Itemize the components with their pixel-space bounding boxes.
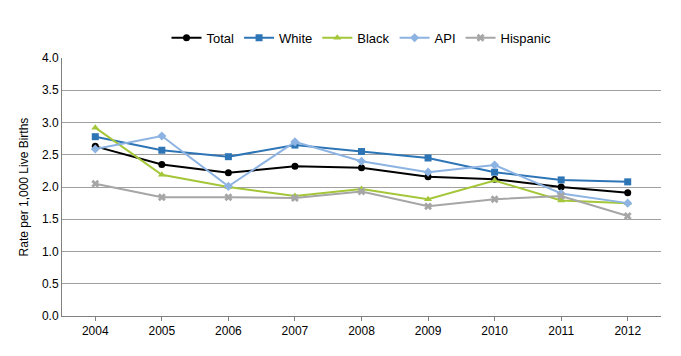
svg-text:2.0: 2.0 [42, 180, 59, 194]
svg-text:API: API [435, 31, 456, 46]
svg-text:2006: 2006 [215, 324, 242, 338]
svg-text:2008: 2008 [348, 324, 375, 338]
svg-text:2009: 2009 [415, 324, 442, 338]
svg-text:2010: 2010 [481, 324, 508, 338]
svg-text:2004: 2004 [82, 324, 109, 338]
svg-text:Rate per 1,000 Live Births: Rate per 1,000 Live Births [17, 118, 31, 257]
svg-text:2007: 2007 [282, 324, 309, 338]
svg-text:1.0: 1.0 [42, 245, 59, 259]
svg-text:2005: 2005 [148, 324, 175, 338]
svg-text:Total: Total [207, 31, 235, 46]
svg-text:Hispanic: Hispanic [501, 31, 551, 46]
svg-text:3.5: 3.5 [42, 83, 59, 97]
svg-text:Black: Black [357, 31, 389, 46]
svg-text:1.5: 1.5 [42, 212, 59, 226]
svg-text:0.0: 0.0 [42, 309, 59, 323]
svg-text:3.0: 3.0 [42, 116, 59, 130]
svg-text:2012: 2012 [614, 324, 641, 338]
svg-text:White: White [279, 31, 312, 46]
svg-text:2.5: 2.5 [42, 148, 59, 162]
svg-text:0.5: 0.5 [42, 277, 59, 291]
svg-text:2011: 2011 [548, 324, 574, 338]
svg-text:4.0: 4.0 [42, 51, 59, 65]
